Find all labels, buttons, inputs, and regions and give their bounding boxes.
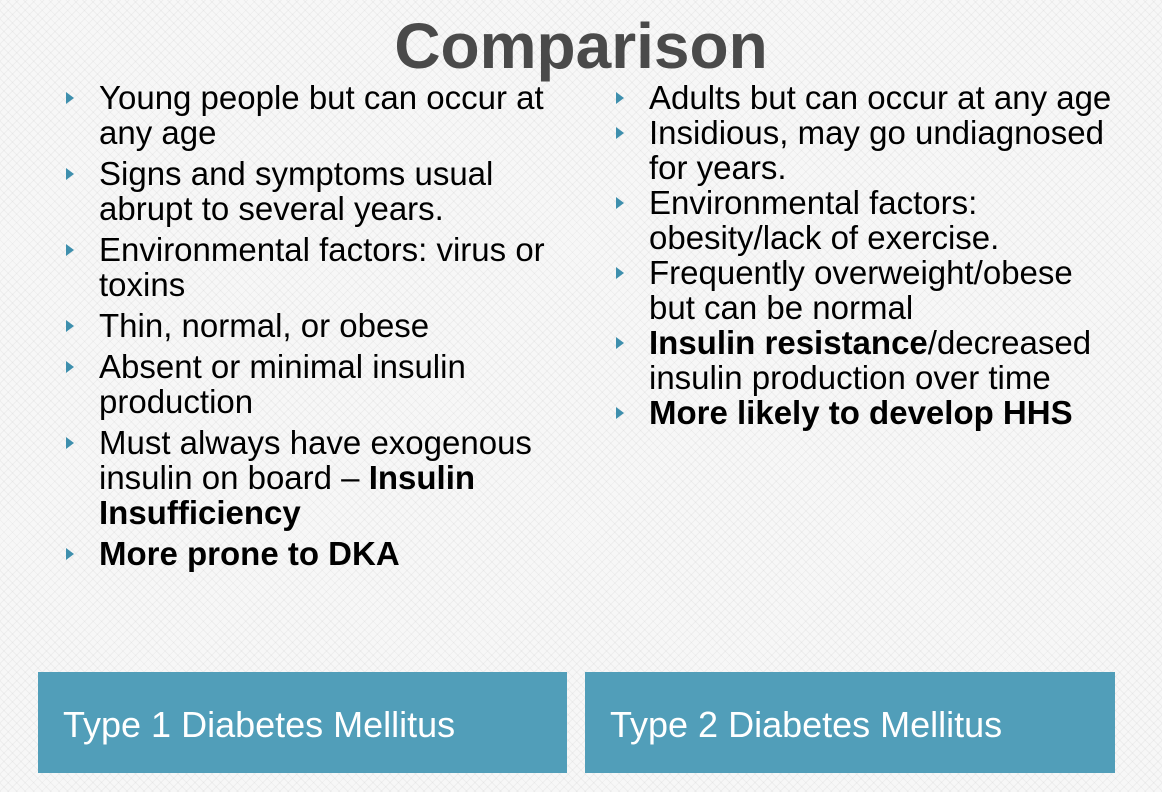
bullet-item: Young people but can occur at any age [62, 80, 562, 150]
bullet-bold-text: Insulin Insufficiency [99, 459, 476, 531]
triangle-bullet-icon [66, 168, 74, 180]
bullet-text: /decreased insulin production over time [649, 324, 1092, 396]
triangle-bullet-icon [66, 437, 74, 449]
bullet-item: More likely to develop HHS [612, 395, 1112, 430]
bullet-text: Signs and symptoms usual abrupt to sever… [99, 155, 494, 227]
triangle-bullet-icon [66, 92, 74, 104]
triangle-bullet-icon [616, 337, 624, 349]
bullet-bold-text: More likely to develop HHS [649, 394, 1073, 431]
bullet-text: Frequently overweight/obese but can be n… [649, 254, 1073, 326]
triangle-bullet-icon [616, 267, 624, 279]
triangle-bullet-icon [66, 320, 74, 332]
type2-label: Type 2 Diabetes Mellitus [610, 703, 1003, 745]
type1-label-box: Type 1 Diabetes Mellitus [38, 672, 567, 773]
bullet-bold-text: More prone to DKA [99, 535, 400, 572]
bullet-item: Thin, normal, or obese [62, 308, 562, 343]
triangle-bullet-icon [66, 361, 74, 373]
bullet-item: Absent or minimal insulin production [62, 349, 562, 419]
bullet-text: Insidious, may go undiagnosed for years. [649, 114, 1104, 186]
triangle-bullet-icon [66, 548, 74, 560]
bullet-item: Signs and symptoms usual abrupt to sever… [62, 156, 562, 226]
triangle-bullet-icon [616, 92, 624, 104]
bullet-item: Insulin resistance/decreased insulin pro… [612, 325, 1112, 395]
bullet-bold-text: Insulin resistance [649, 324, 928, 361]
bullet-item: Frequently overweight/obese but can be n… [612, 255, 1112, 325]
bullet-text: Thin, normal, or obese [99, 307, 430, 344]
bullet-text: Adults but can occur at any age [649, 79, 1112, 116]
bullet-item: Insidious, may go undiagnosed for years. [612, 115, 1112, 185]
bullet-text: Absent or minimal insulin production [99, 348, 466, 420]
bullet-text: Environmental factors: obesity/lack of e… [649, 184, 1000, 256]
bullet-text: Young people but can occur at any age [99, 79, 544, 151]
bullet-item: Environmental factors: virus or toxins [62, 232, 562, 302]
bullet-item: More prone to DKA [62, 536, 562, 571]
type2-bullet-list: Adults but can occur at any age Insidiou… [612, 80, 1112, 430]
bullet-item: Must always have exogenous insulin on bo… [62, 425, 562, 530]
triangle-bullet-icon [616, 197, 624, 209]
type1-bullet-list: Young people but can occur at any age Si… [62, 80, 562, 577]
triangle-bullet-icon [66, 244, 74, 256]
bullet-text: Must always have exogenous insulin on bo… [99, 424, 532, 496]
bullet-text: Environmental factors: virus or toxins [99, 231, 545, 303]
bullet-item: Adults but can occur at any age [612, 80, 1112, 115]
slide-title: Comparison [394, 10, 768, 82]
triangle-bullet-icon [616, 407, 624, 419]
type1-label: Type 1 Diabetes Mellitus [63, 703, 456, 745]
type2-label-box: Type 2 Diabetes Mellitus [585, 672, 1115, 773]
triangle-bullet-icon [616, 127, 624, 139]
bullet-item: Environmental factors: obesity/lack of e… [612, 185, 1112, 255]
